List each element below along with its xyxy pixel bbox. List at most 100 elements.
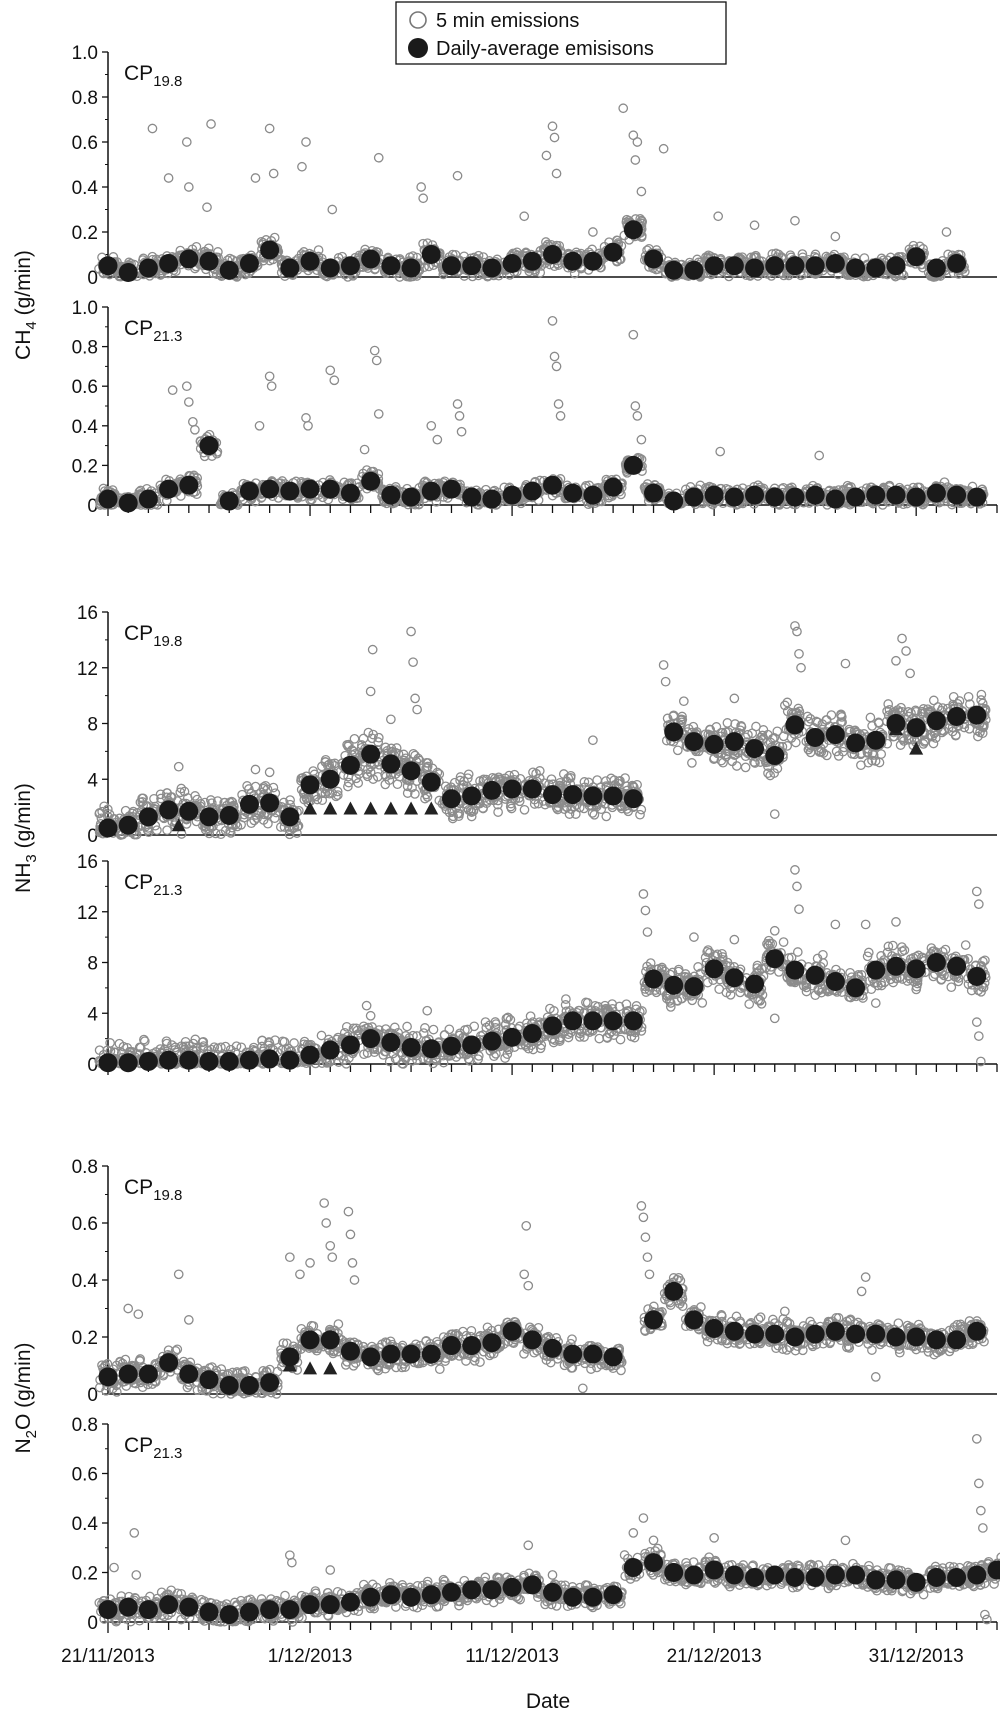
daily-average-point [563,483,583,503]
y-tick-label: 12 [77,659,98,680]
five-min-spike-point [426,420,437,431]
five-min-point [408,748,419,759]
five-min-spike-point [264,371,275,382]
five-min-spike-point [452,399,463,409]
five-min-spike-point [630,401,641,411]
daily-average-point [502,485,522,505]
daily-average-point [583,251,603,271]
daily-average-point [644,483,664,503]
five-min-spike-point [163,173,174,183]
five-min-spike-point [147,123,158,134]
five-min-band [94,935,991,1069]
daily-average-point [441,479,461,499]
five-min-spike-point [519,211,530,222]
five-min-point [964,723,975,734]
daily-average-point [543,245,562,264]
five-min-spike-point [183,397,194,407]
daily-average-point [805,256,825,276]
five-min-spike-point [386,714,396,725]
daily-average-point [825,489,845,509]
daily-average-point [340,483,360,503]
five-min-spike-point [891,655,901,666]
daily-average-point [482,780,502,800]
five-min-spike-point [678,696,689,707]
panels: 00.20.40.60.81.0CP19.800.20.40.60.81.0CP… [61,43,1000,1667]
daily-average-point [138,807,158,827]
five-min-point [601,811,612,822]
five-min-point [541,237,551,247]
five-min-spike-point [588,735,598,746]
five-min-spike-point [713,211,724,222]
daily-average-point [441,789,461,809]
daily-average-point [765,256,785,276]
y-tick-label: 0.6 [72,377,98,398]
five-min-point [797,249,808,259]
five-min-spike-point [796,662,806,673]
five-min-spike-point [941,227,952,237]
five-min-spike-point [901,646,911,656]
y-tick-label: 0.4 [72,417,99,438]
daily-average-point [664,722,684,742]
daily-average-point [462,256,482,276]
daily-average-point [401,761,421,781]
daily-average-point [926,483,946,503]
daily-average-point [320,769,340,789]
panel-label: CP19.8 [124,62,182,90]
y-tick-label: 0.8 [72,338,98,359]
daily-average-point [320,479,340,499]
daily-average-point [644,249,664,269]
five-min-spike-point [636,186,647,197]
daily-average-point [967,705,987,725]
daily-average-point [745,258,765,278]
y-tick-label: 8 [87,954,98,975]
daily-average-point [886,256,906,276]
daily-average-point [623,455,643,475]
daily-average-point [765,746,785,766]
daily-average-point [118,263,138,282]
y-tick-label: 0 [87,268,98,289]
daily-average-point [361,744,381,764]
five-min-spike-point [553,399,564,409]
daily-average-point [98,489,118,509]
triangle-marker [383,801,398,815]
five-min-spike-point [551,168,562,179]
five-min-spike-point [188,416,198,427]
daily-average-point [401,258,421,278]
daily-average-point [138,258,158,278]
five-min-spike-point [555,411,566,421]
five-min-spike-point [658,143,669,154]
daily-average-point [866,485,886,505]
daily-average-point [825,725,845,745]
five-min-spike-point [329,375,340,386]
daily-average-point [684,487,704,507]
daily-average-point [340,256,360,276]
five-min-spike-point [181,137,192,147]
five-min-spike-point [250,173,261,183]
five-min-spike-point [814,450,825,461]
daily-average-point [219,260,239,280]
daily-average-point [543,475,562,495]
daily-average-point [785,715,805,735]
five-min-spike-point [588,227,598,237]
five-min-spike-point [830,231,841,242]
five-min-spike-point [794,648,804,659]
five-min-spike-point [250,764,261,775]
y-tick-label: 4 [87,770,98,791]
five-min-spike-point [183,182,194,192]
daily-average-point [603,242,623,262]
daily-average-point [118,493,138,513]
daily-average-point [704,485,724,505]
daily-average-point [401,487,421,507]
five-min-point [943,249,953,260]
daily-average-point [664,491,684,511]
daily-average-point [785,256,805,276]
five-min-point [478,252,489,262]
daily-average-point [239,481,259,501]
five-min-point [268,782,279,793]
five-min-spike-point [454,411,465,421]
y-tick-label: 0.8 [72,88,98,109]
daily-average-point [381,256,401,276]
five-min-spike-point [254,420,265,431]
daily-average-point [745,485,765,505]
five-min-spike-point [790,621,800,631]
